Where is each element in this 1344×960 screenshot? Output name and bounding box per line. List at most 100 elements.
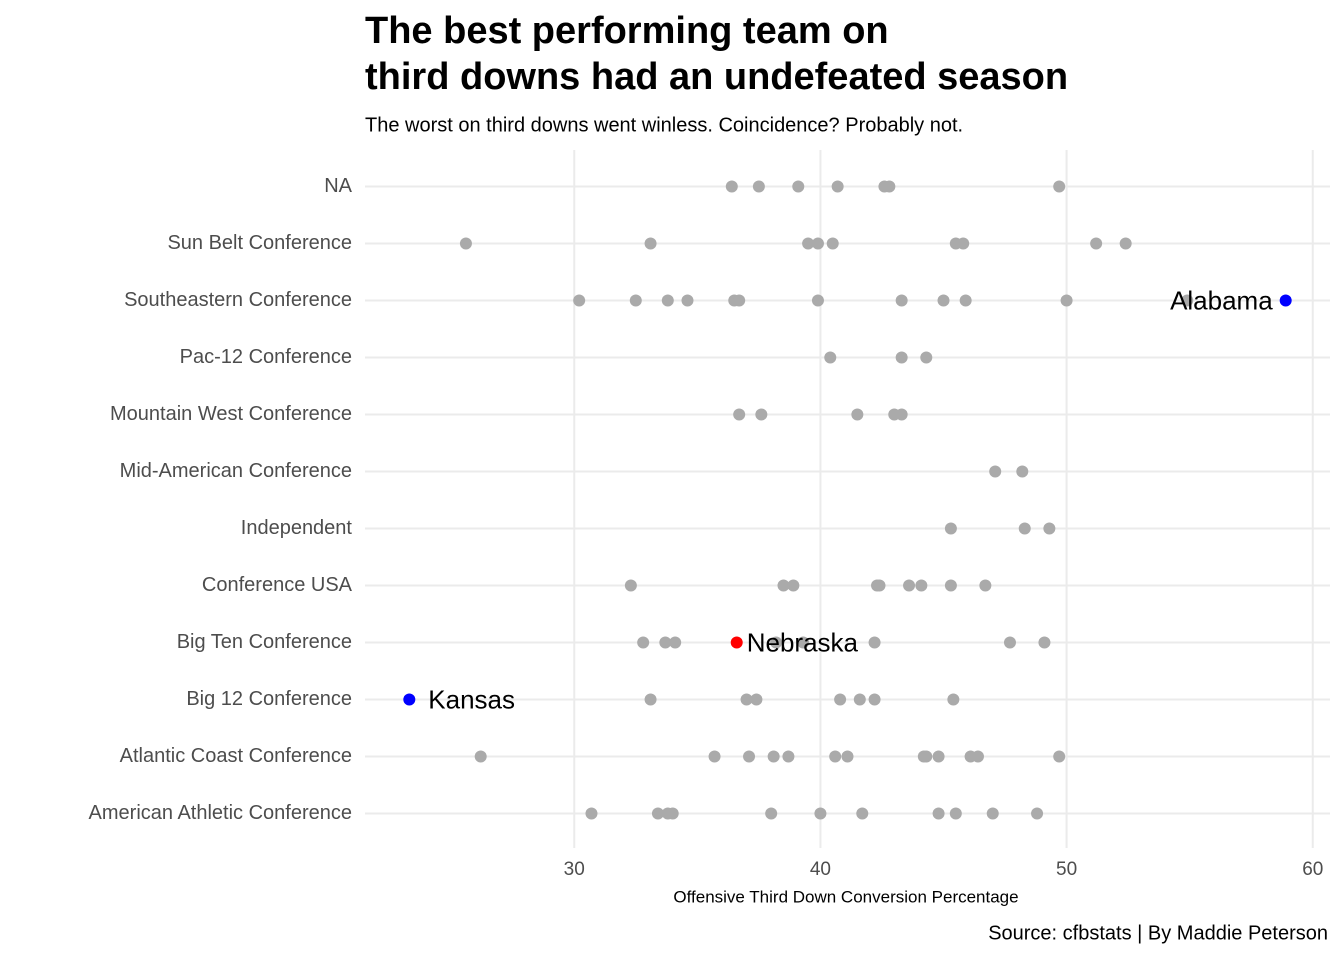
dot bbox=[681, 294, 694, 307]
dot bbox=[624, 579, 637, 592]
dot bbox=[1090, 237, 1103, 250]
dot bbox=[802, 237, 815, 250]
dot bbox=[752, 180, 765, 193]
x-tick-label: 40 bbox=[810, 859, 831, 880]
dot bbox=[573, 294, 586, 307]
dot bbox=[459, 237, 472, 250]
dot bbox=[873, 579, 886, 592]
dot bbox=[644, 237, 657, 250]
dot bbox=[765, 807, 778, 820]
chart-subtitle: The worst on third downs went winless. C… bbox=[365, 114, 963, 136]
dot bbox=[750, 693, 763, 706]
dot bbox=[937, 294, 950, 307]
dot bbox=[659, 636, 672, 649]
dot bbox=[740, 693, 753, 706]
dot bbox=[767, 750, 780, 763]
highlight-dot bbox=[403, 693, 416, 706]
dot bbox=[944, 579, 957, 592]
y-tick-label: NA bbox=[324, 175, 352, 197]
dot bbox=[1181, 294, 1194, 307]
dot bbox=[1060, 294, 1073, 307]
dot bbox=[957, 237, 970, 250]
dot bbox=[1043, 522, 1056, 535]
dot bbox=[777, 579, 790, 592]
chart-title: The best performing team on bbox=[365, 10, 889, 52]
dot bbox=[834, 693, 847, 706]
x-tick-label: 50 bbox=[1056, 859, 1077, 880]
dot bbox=[669, 636, 682, 649]
dot bbox=[920, 351, 933, 364]
dot bbox=[725, 180, 738, 193]
dot bbox=[868, 636, 881, 649]
dot bbox=[770, 636, 783, 649]
dot bbox=[1053, 750, 1066, 763]
x-tick-label: 30 bbox=[564, 859, 585, 880]
dot bbox=[1119, 237, 1132, 250]
dot bbox=[915, 579, 928, 592]
dot bbox=[986, 807, 999, 820]
dot bbox=[895, 351, 908, 364]
highlight-label: Nebraska bbox=[747, 627, 859, 657]
dot bbox=[826, 237, 839, 250]
dot bbox=[932, 807, 945, 820]
chart-title: third downs had an undefeated season bbox=[365, 56, 1068, 98]
dot bbox=[585, 807, 598, 820]
dot bbox=[883, 180, 896, 193]
dot bbox=[661, 294, 674, 307]
y-tick-label: Conference USA bbox=[202, 574, 353, 596]
dot bbox=[629, 294, 642, 307]
y-tick-label: Big 12 Conference bbox=[186, 688, 352, 710]
dot bbox=[920, 750, 933, 763]
x-axis-label: Offensive Third Down Conversion Percenta… bbox=[673, 887, 1018, 906]
y-tick-label: Independent bbox=[241, 517, 353, 539]
y-tick-label: American Athletic Conference bbox=[89, 802, 352, 824]
dot bbox=[637, 636, 650, 649]
highlight-dot bbox=[730, 636, 743, 649]
dot bbox=[959, 294, 972, 307]
dot bbox=[1003, 636, 1016, 649]
dot bbox=[811, 294, 824, 307]
dot bbox=[782, 750, 795, 763]
dot bbox=[1038, 636, 1051, 649]
dot bbox=[733, 408, 746, 421]
x-tick-label: 60 bbox=[1302, 859, 1323, 880]
dot bbox=[949, 807, 962, 820]
caption: Source: cfbstats | By Maddie Peterson bbox=[988, 922, 1328, 944]
dot bbox=[932, 750, 945, 763]
dot bbox=[831, 180, 844, 193]
dot bbox=[853, 693, 866, 706]
dot bbox=[824, 351, 837, 364]
dot bbox=[811, 237, 824, 250]
dot bbox=[1053, 180, 1066, 193]
dot bbox=[895, 408, 908, 421]
dot bbox=[651, 807, 664, 820]
dot bbox=[755, 408, 768, 421]
y-tick-label: Sun Belt Conference bbox=[167, 232, 352, 254]
dot bbox=[1016, 465, 1029, 478]
dot bbox=[841, 750, 854, 763]
dot bbox=[708, 750, 721, 763]
dot bbox=[1018, 522, 1031, 535]
dot bbox=[814, 807, 827, 820]
dot bbox=[979, 579, 992, 592]
dot bbox=[474, 750, 487, 763]
dot bbox=[989, 465, 1002, 478]
dot bbox=[733, 294, 746, 307]
dot bbox=[971, 750, 984, 763]
y-tick-label: Southeastern Conference bbox=[124, 289, 352, 311]
dot bbox=[1031, 807, 1044, 820]
y-tick-label: Atlantic Coast Conference bbox=[120, 745, 352, 767]
dot bbox=[666, 807, 679, 820]
highlight-label: Kansas bbox=[428, 684, 515, 714]
dot bbox=[944, 522, 957, 535]
dot bbox=[856, 807, 869, 820]
dot bbox=[851, 408, 864, 421]
dot bbox=[787, 579, 800, 592]
dot bbox=[868, 693, 881, 706]
dot bbox=[644, 693, 657, 706]
y-tick-label: Pac-12 Conference bbox=[180, 346, 352, 368]
dot bbox=[797, 636, 810, 649]
y-tick-label: Big Ten Conference bbox=[177, 631, 352, 653]
dot bbox=[895, 294, 908, 307]
